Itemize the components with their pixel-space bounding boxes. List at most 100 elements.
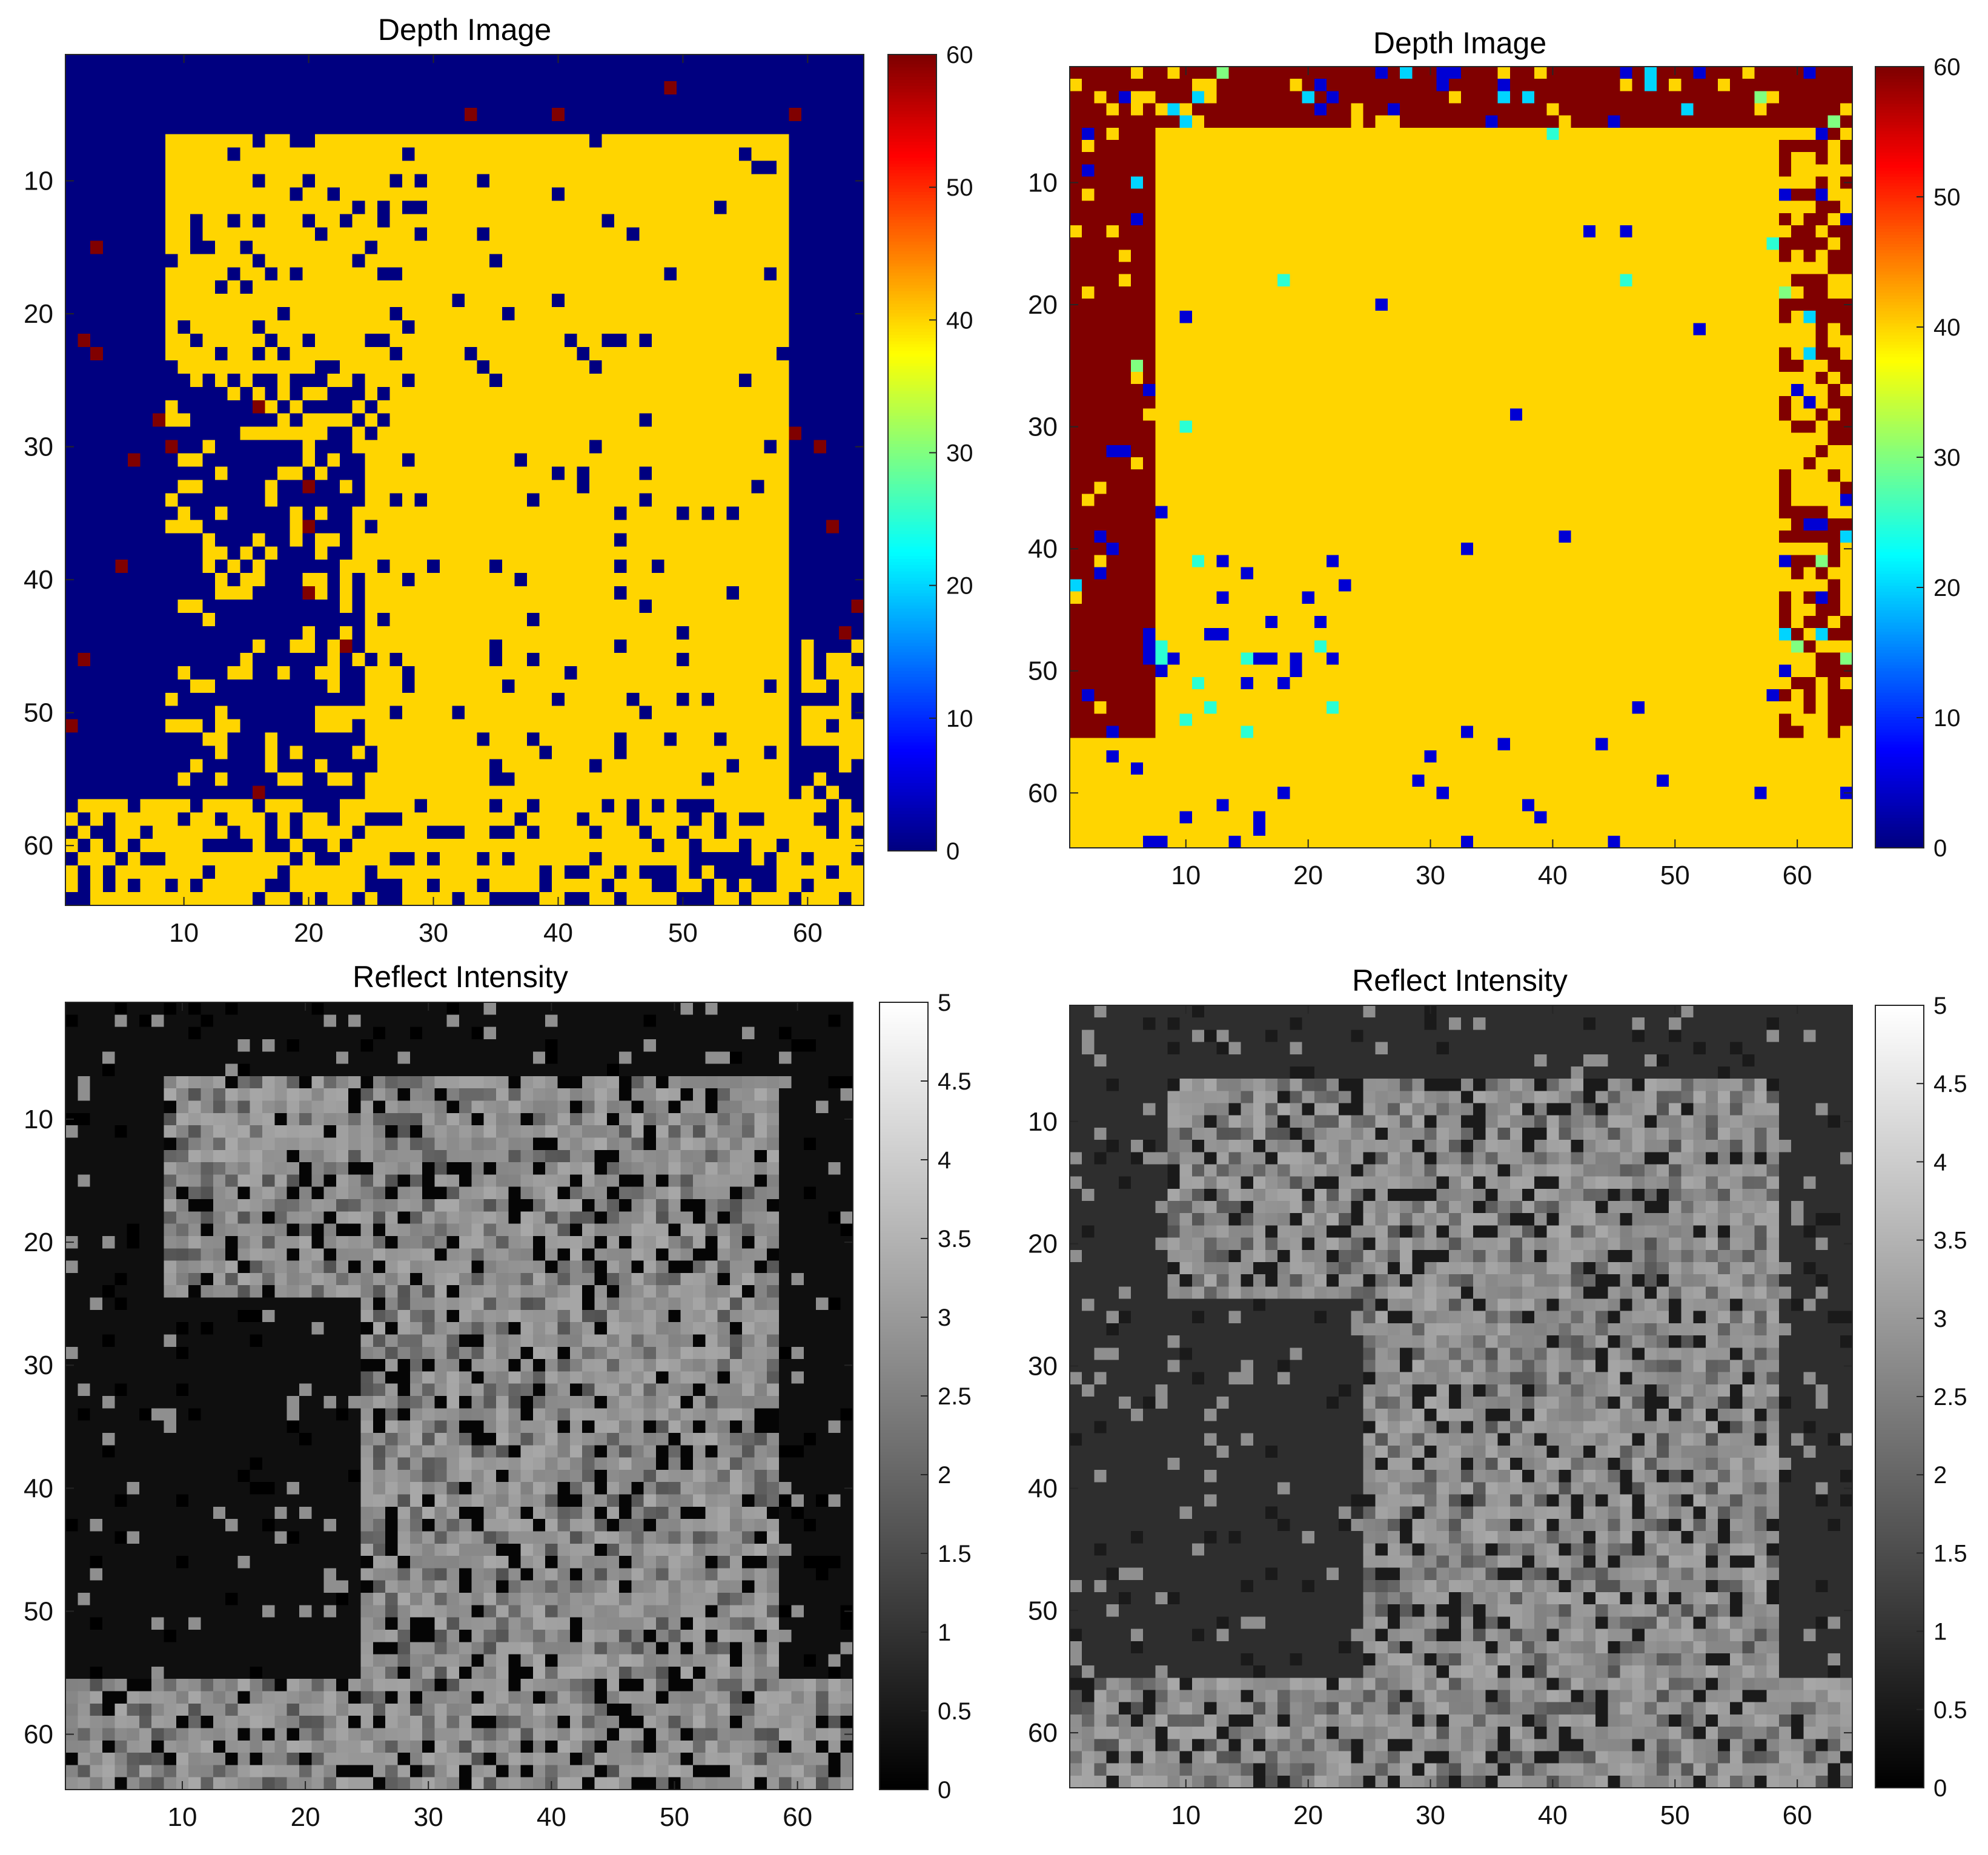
- heatmap-cell: [851, 254, 864, 268]
- heatmap-cell: [639, 865, 652, 879]
- heatmap-cell: [202, 346, 216, 361]
- heatmap-cell: [851, 400, 864, 414]
- heatmap-cell: [489, 520, 503, 534]
- heatmap-cell: [1497, 91, 1511, 104]
- heatmap-cell: [1815, 164, 1829, 177]
- heatmap-cell: [714, 600, 727, 613]
- heatmap-cell: [127, 240, 141, 254]
- heatmap-cell: [327, 346, 340, 361]
- heatmap-cell: [477, 81, 490, 95]
- colorbar-step: [888, 241, 936, 245]
- heatmap-cell: [314, 307, 328, 321]
- heatmap-cell: [302, 240, 316, 254]
- heatmap-cell: [65, 466, 79, 481]
- heatmap-cell: [327, 692, 340, 707]
- heatmap-cell: [252, 240, 266, 254]
- heatmap-cell: [314, 227, 328, 241]
- heatmap-cell: [589, 307, 603, 321]
- heatmap-cell: [813, 346, 827, 361]
- heatmap-cell: [1693, 103, 1706, 116]
- heatmap-cell: [1363, 103, 1376, 116]
- heatmap-cell: [465, 652, 478, 667]
- colorbar-step: [888, 751, 936, 755]
- heatmap-cell: [1314, 164, 1327, 177]
- heatmap-cell: [564, 147, 577, 162]
- heatmap-cell: [626, 719, 640, 733]
- heatmap-cell: [439, 134, 452, 148]
- heatmap-cell: [714, 227, 727, 241]
- heatmap-cell: [813, 426, 827, 441]
- heatmap-cell: [651, 373, 665, 388]
- heatmap-cell: [115, 373, 128, 388]
- heatmap-cell: [277, 360, 291, 374]
- heatmap-cell: [502, 81, 515, 95]
- heatmap-cell: [1290, 164, 1303, 177]
- heatmap-cell: [751, 440, 764, 454]
- heatmap-cell: [153, 67, 166, 82]
- heatmap-cell: [689, 679, 702, 693]
- heatmap-cell: [601, 480, 615, 494]
- heatmap-cell: [776, 613, 790, 627]
- heatmap-cell: [664, 360, 677, 374]
- heatmap-cell: [240, 852, 253, 866]
- heatmap-cell: [277, 254, 291, 268]
- heatmap-cell: [826, 107, 840, 122]
- heatmap-cell: [65, 600, 79, 613]
- heatmap-cell: [153, 174, 166, 188]
- colorbar-step: [888, 94, 936, 99]
- heatmap-cell: [489, 267, 503, 281]
- heatmap-cell: [789, 692, 802, 707]
- heatmap-cell: [651, 107, 665, 122]
- heatmap-cell: [389, 839, 403, 853]
- heatmap-cell: [789, 825, 802, 839]
- heatmap-cell: [240, 506, 253, 520]
- heatmap-cell: [552, 692, 565, 707]
- colorbar-step: [888, 558, 936, 563]
- heatmap-cell: [365, 825, 378, 839]
- colorbar-step: [888, 617, 936, 621]
- heatmap-cell: [1094, 176, 1107, 190]
- heatmap-cell: [514, 200, 528, 215]
- heatmap-cell: [115, 613, 128, 627]
- heatmap-cell: [140, 639, 153, 653]
- heatmap-cell: [789, 55, 802, 68]
- heatmap-cell: [651, 334, 665, 348]
- heatmap-cell: [465, 307, 478, 321]
- heatmap-cell: [140, 94, 153, 108]
- heatmap-cell: [1167, 152, 1181, 165]
- heatmap-cell: [539, 280, 552, 294]
- heatmap-cell: [340, 892, 353, 906]
- heatmap-cell: [539, 413, 552, 428]
- heatmap-cell: [577, 94, 590, 108]
- heatmap-cell: [651, 94, 665, 108]
- heatmap-cell: [215, 280, 228, 294]
- heatmap-cell: [265, 652, 278, 667]
- heatmap-cell: [1094, 127, 1107, 141]
- heatmap-cell: [140, 652, 153, 667]
- heatmap-cell: [190, 533, 204, 547]
- heatmap-cell: [1448, 115, 1462, 128]
- heatmap-cell: [177, 160, 191, 175]
- heatmap-cell: [452, 839, 465, 853]
- heatmap-cell: [377, 426, 391, 441]
- heatmap-cell: [327, 546, 340, 560]
- heatmap-cell: [564, 772, 577, 787]
- heatmap-cell: [664, 825, 677, 839]
- heatmap-cell: [177, 214, 191, 228]
- heatmap-cell: [290, 346, 303, 361]
- heatmap-cell: [352, 666, 365, 680]
- heatmap-cell: [1681, 91, 1694, 104]
- heatmap-cell: [102, 267, 116, 281]
- heatmap-cell: [838, 892, 852, 906]
- heatmap-cell: [714, 67, 727, 82]
- heatmap-cell: [414, 546, 428, 560]
- heatmap-cell: [165, 639, 178, 653]
- heatmap-cell: [290, 134, 303, 148]
- heatmap-cell: [539, 865, 552, 879]
- heatmap-cell: [577, 134, 590, 148]
- heatmap-cell: [252, 706, 266, 720]
- heatmap-cell: [452, 520, 465, 534]
- heatmap-cell: [153, 121, 166, 135]
- heatmap-cell: [377, 879, 391, 893]
- heatmap-cell: [477, 466, 490, 481]
